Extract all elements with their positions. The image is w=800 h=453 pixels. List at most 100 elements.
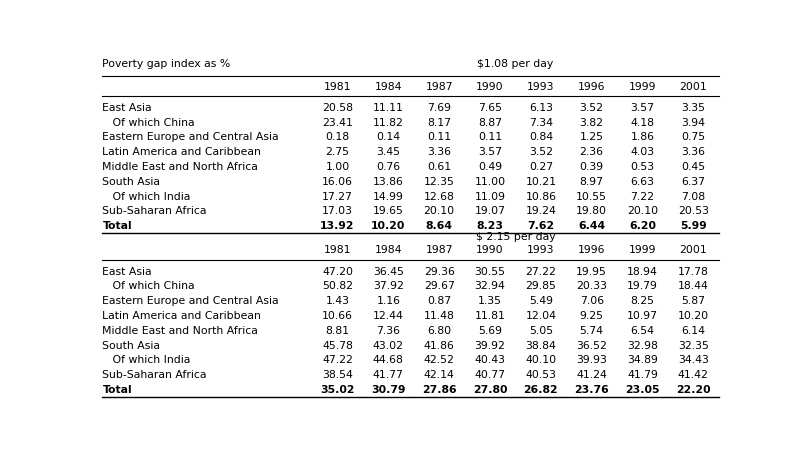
Text: 40.53: 40.53: [526, 370, 556, 381]
Text: 19.07: 19.07: [474, 207, 506, 217]
Text: 8.87: 8.87: [478, 117, 502, 127]
Text: 13.92: 13.92: [320, 221, 354, 231]
Text: 1999: 1999: [629, 246, 656, 255]
Text: 7.69: 7.69: [427, 103, 451, 113]
Text: 8.17: 8.17: [427, 117, 451, 127]
Text: 1987: 1987: [426, 82, 453, 92]
Text: Poverty gap index as %: Poverty gap index as %: [102, 58, 230, 68]
Text: 13.86: 13.86: [373, 177, 404, 187]
Text: 39.93: 39.93: [576, 356, 607, 366]
Text: Sub-Saharan Africa: Sub-Saharan Africa: [102, 207, 207, 217]
Text: 17.03: 17.03: [322, 207, 353, 217]
Text: Sub-Saharan Africa: Sub-Saharan Africa: [102, 370, 207, 381]
Text: 3.36: 3.36: [427, 147, 451, 157]
Text: 8.23: 8.23: [477, 221, 503, 231]
Text: 41.77: 41.77: [373, 370, 404, 381]
Text: 37.92: 37.92: [373, 281, 404, 291]
Text: 10.20: 10.20: [678, 311, 709, 321]
Text: Of which India: Of which India: [102, 356, 191, 366]
Text: 40.77: 40.77: [474, 370, 506, 381]
Text: 36.45: 36.45: [373, 266, 404, 276]
Text: Eastern Europe and Central Asia: Eastern Europe and Central Asia: [102, 132, 279, 142]
Text: 9.25: 9.25: [580, 311, 604, 321]
Text: 3.94: 3.94: [682, 117, 706, 127]
Text: 1996: 1996: [578, 82, 606, 92]
Text: 5.74: 5.74: [580, 326, 604, 336]
Text: 1.16: 1.16: [376, 296, 400, 306]
Text: 6.37: 6.37: [682, 177, 706, 187]
Text: 18.44: 18.44: [678, 281, 709, 291]
Text: 11.82: 11.82: [373, 117, 404, 127]
Text: 22.20: 22.20: [676, 385, 710, 395]
Text: 3.52: 3.52: [580, 103, 604, 113]
Text: 2.75: 2.75: [326, 147, 350, 157]
Text: East Asia: East Asia: [102, 103, 152, 113]
Text: 17.78: 17.78: [678, 266, 709, 276]
Text: 0.53: 0.53: [630, 162, 654, 172]
Text: 0.14: 0.14: [376, 132, 400, 142]
Text: 0.45: 0.45: [682, 162, 706, 172]
Text: 1984: 1984: [374, 246, 402, 255]
Text: 27.22: 27.22: [526, 266, 556, 276]
Text: 12.04: 12.04: [526, 311, 556, 321]
Text: South Asia: South Asia: [102, 177, 161, 187]
Text: Latin America and Caribbean: Latin America and Caribbean: [102, 311, 262, 321]
Text: 41.24: 41.24: [576, 370, 607, 381]
Text: 11.48: 11.48: [424, 311, 454, 321]
Text: 19.79: 19.79: [627, 281, 658, 291]
Text: Total: Total: [102, 221, 132, 231]
Text: 29.67: 29.67: [424, 281, 454, 291]
Text: 5.05: 5.05: [529, 326, 553, 336]
Text: 12.68: 12.68: [424, 192, 454, 202]
Text: 4.03: 4.03: [630, 147, 654, 157]
Text: 0.11: 0.11: [478, 132, 502, 142]
Text: 0.61: 0.61: [427, 162, 451, 172]
Text: $ 2.15 per day: $ 2.15 per day: [475, 232, 555, 242]
Text: 29.36: 29.36: [424, 266, 454, 276]
Text: 42.14: 42.14: [424, 370, 454, 381]
Text: 41.42: 41.42: [678, 370, 709, 381]
Text: 1981: 1981: [324, 246, 351, 255]
Text: 3.52: 3.52: [529, 147, 553, 157]
Text: 16.06: 16.06: [322, 177, 353, 187]
Text: 6.80: 6.80: [427, 326, 451, 336]
Text: 0.84: 0.84: [529, 132, 553, 142]
Text: 0.49: 0.49: [478, 162, 502, 172]
Text: 47.22: 47.22: [322, 356, 353, 366]
Text: 1990: 1990: [476, 246, 504, 255]
Text: 19.95: 19.95: [576, 266, 607, 276]
Text: 7.36: 7.36: [376, 326, 400, 336]
Text: 5.87: 5.87: [682, 296, 706, 306]
Text: 3.82: 3.82: [580, 117, 604, 127]
Text: 19.65: 19.65: [373, 207, 404, 217]
Text: Eastern Europe and Central Asia: Eastern Europe and Central Asia: [102, 296, 279, 306]
Text: 11.11: 11.11: [373, 103, 404, 113]
Text: 41.79: 41.79: [627, 370, 658, 381]
Text: 20.53: 20.53: [678, 207, 709, 217]
Text: 1.43: 1.43: [326, 296, 350, 306]
Text: 2.36: 2.36: [580, 147, 604, 157]
Text: 3.36: 3.36: [682, 147, 706, 157]
Text: 6.20: 6.20: [629, 221, 656, 231]
Text: Latin America and Caribbean: Latin America and Caribbean: [102, 147, 262, 157]
Text: 32.98: 32.98: [627, 341, 658, 351]
Text: 20.33: 20.33: [576, 281, 607, 291]
Text: 23.76: 23.76: [574, 385, 609, 395]
Text: 32.35: 32.35: [678, 341, 709, 351]
Text: 47.20: 47.20: [322, 266, 353, 276]
Text: 3.45: 3.45: [376, 147, 400, 157]
Text: 18.94: 18.94: [627, 266, 658, 276]
Text: 30.79: 30.79: [371, 385, 406, 395]
Text: 43.02: 43.02: [373, 341, 404, 351]
Text: 8.97: 8.97: [580, 177, 604, 187]
Text: 0.11: 0.11: [427, 132, 451, 142]
Text: 32.94: 32.94: [474, 281, 506, 291]
Text: 6.54: 6.54: [630, 326, 654, 336]
Text: 45.78: 45.78: [322, 341, 353, 351]
Text: 3.35: 3.35: [682, 103, 706, 113]
Text: 1987: 1987: [426, 246, 453, 255]
Text: 7.22: 7.22: [630, 192, 654, 202]
Text: 30.55: 30.55: [474, 266, 506, 276]
Text: 3.57: 3.57: [630, 103, 654, 113]
Text: 40.10: 40.10: [526, 356, 556, 366]
